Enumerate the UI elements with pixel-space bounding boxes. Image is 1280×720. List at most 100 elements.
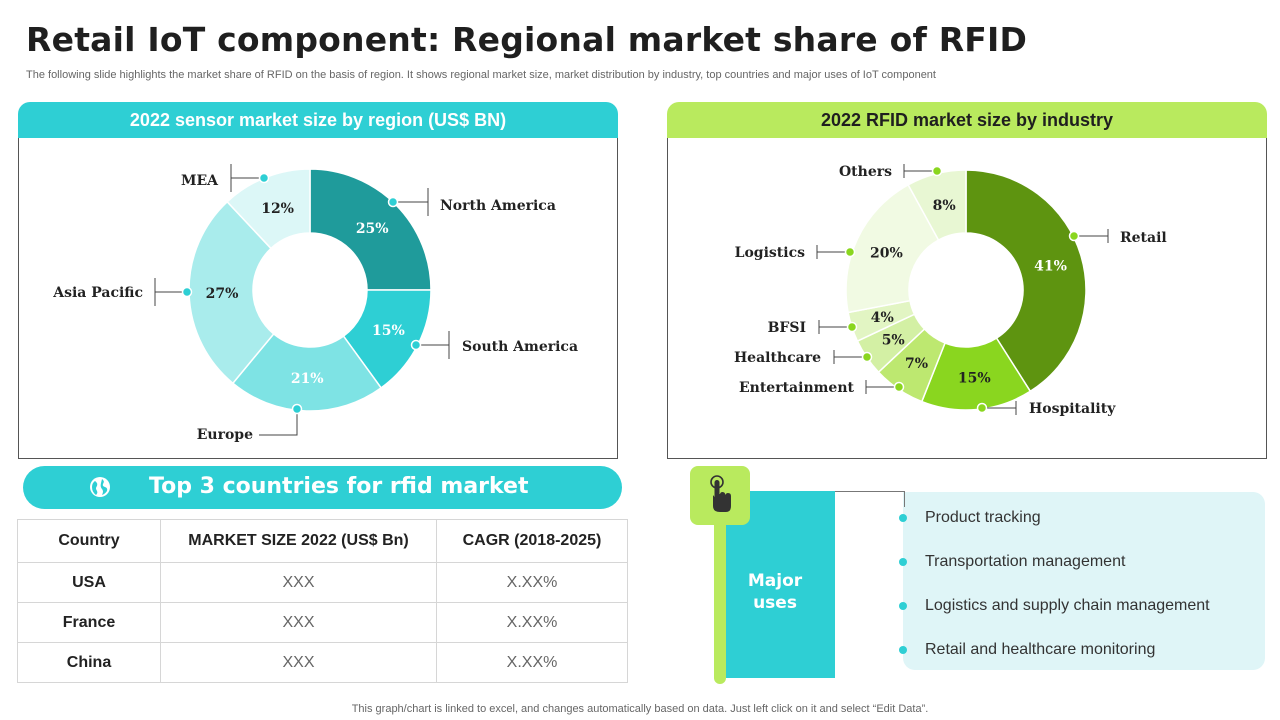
category-label: North America <box>440 198 556 214</box>
donut-slice <box>226 168 311 250</box>
callout-dot <box>846 321 858 333</box>
donut-slice <box>907 169 967 242</box>
use-label: Product tracking <box>925 509 1041 526</box>
slice-percent-label: 27% <box>206 286 239 302</box>
category-label: South America <box>462 339 578 355</box>
major-uses-line2: uses <box>753 593 797 613</box>
countries-table: Country MARKET SIZE 2022 (US$ Bn) CAGR (… <box>17 519 628 683</box>
callout-line <box>816 245 850 259</box>
callout-dot <box>387 196 399 208</box>
region-chart-header: 2022 sensor market size by region (US$ B… <box>18 102 618 138</box>
slice-percent-label: 5% <box>882 332 905 348</box>
cagr-value: X.XX% <box>436 562 628 603</box>
callout-dot <box>931 165 943 177</box>
callout-line <box>1074 229 1109 243</box>
header-country: Country <box>17 519 161 563</box>
connector-line <box>904 491 905 507</box>
callout-line <box>818 320 852 334</box>
countries-title: Top 3 countries for rfid market <box>149 474 529 499</box>
callout-dot <box>258 172 270 184</box>
callout-dot <box>181 286 193 298</box>
country-name: France <box>17 602 161 643</box>
cagr-value: X.XX% <box>436 642 628 683</box>
category-label: Europe <box>197 427 253 443</box>
slice-percent-label: 15% <box>958 371 991 387</box>
category-label: Retail <box>1120 230 1167 246</box>
callout-dot <box>844 246 856 258</box>
globe-icon <box>90 477 110 497</box>
category-label: BFSI <box>768 320 806 336</box>
industry-chart-title: 2022 RFID market size by industry <box>820 109 1114 130</box>
callout-line <box>833 350 867 364</box>
slice-percent-label: 41% <box>1034 258 1067 274</box>
callout-dot <box>1068 230 1080 242</box>
callout-line <box>393 188 429 216</box>
callout-dot <box>861 351 873 363</box>
use-label: Retail and healthcare monitoring <box>925 641 1156 658</box>
category-label: Asia Pacific <box>52 285 143 301</box>
bullet-icon <box>899 514 907 522</box>
country-name: USA <box>17 562 161 603</box>
donut-slice <box>845 183 940 314</box>
connector-line <box>835 491 905 492</box>
market-size-value: XXX <box>160 602 437 643</box>
callout-dot <box>410 339 422 351</box>
bullet-icon <box>899 558 907 566</box>
category-label: Logistics <box>735 245 805 261</box>
accent-bar <box>714 520 726 684</box>
slice-percent-label: 7% <box>905 356 928 372</box>
callout-dot <box>291 403 303 415</box>
slice-percent-label: 12% <box>261 201 294 217</box>
table-row: China XXX X.XX% <box>17 642 628 683</box>
touch-badge <box>690 466 750 525</box>
slice-percent-label: 4% <box>871 310 894 326</box>
cagr-value: X.XX% <box>436 602 628 643</box>
use-label: Transportation management <box>925 553 1126 570</box>
callout-line <box>230 164 264 192</box>
header-cagr: CAGR (2018-2025) <box>436 519 628 563</box>
callout-line <box>865 380 899 394</box>
major-uses-line1: Major <box>747 571 803 591</box>
table-row: France XXX X.XX% <box>17 602 628 643</box>
callout-line <box>154 278 187 306</box>
countries-banner: Top 3 countries for rfid market <box>23 466 622 509</box>
donut-slice <box>231 332 383 412</box>
donut-slice <box>188 200 275 385</box>
region-chart-title: 2022 sensor market size by region (US$ B… <box>129 109 507 130</box>
use-label: Logistics and supply chain management <box>925 597 1210 614</box>
category-label: Others <box>839 164 892 180</box>
category-label: MEA <box>181 173 219 189</box>
donut-slice <box>309 168 432 291</box>
page-title: Retail IoT component: Regional market sh… <box>26 20 1028 59</box>
region-donut-chart: 25% 15% 21% 27% 12% North America South Americ… <box>52 164 578 443</box>
list-item: Product tracking <box>899 509 1041 527</box>
slice-percent-label: 25% <box>356 221 389 237</box>
industry-chart-panel: 41% 15% 7% 5% 4% 20% 8% Retail Hospitality Entert… <box>667 138 1267 459</box>
footer-note: This graph/chart is linked to excel, and… <box>351 703 929 715</box>
list-item: Retail and healthcare monitoring <box>899 641 1156 659</box>
callout-line <box>259 409 298 436</box>
bullet-icon <box>899 646 907 654</box>
table-row: USA XXX X.XX% <box>17 562 628 603</box>
industry-donut-chart: 41% 15% 7%5% 4% 20% 8% Retail Hospitality Entert… <box>734 164 1167 417</box>
slice-percent-label: 20% <box>870 246 903 262</box>
table-header-row: Country MARKET SIZE 2022 (US$ Bn) CAGR (… <box>17 519 628 563</box>
list-item: Logistics and supply chain management <box>899 597 1210 615</box>
slice-percent-label: 8% <box>933 198 956 214</box>
market-size-value: XXX <box>160 642 437 683</box>
list-item: Transportation management <box>899 553 1126 571</box>
market-size-value: XXX <box>160 562 437 603</box>
slice-percent-label: 15% <box>372 323 405 339</box>
callout-dot <box>976 402 988 414</box>
callout-line <box>416 331 450 359</box>
page-subtitle: The following slide highlights the marke… <box>26 69 936 81</box>
callout-line <box>982 401 1017 415</box>
category-label: Hospitality <box>1029 401 1116 417</box>
callout-line <box>903 164 937 178</box>
callout-dot <box>893 381 905 393</box>
region-chart-panel: 25% 15% 21% 27% 12% North America South Americ… <box>18 138 618 459</box>
header-market-size: MARKET SIZE 2022 (US$ Bn) <box>160 519 437 563</box>
donut-slice <box>965 169 1087 393</box>
category-label: Entertainment <box>739 380 855 396</box>
bullet-icon <box>899 602 907 610</box>
